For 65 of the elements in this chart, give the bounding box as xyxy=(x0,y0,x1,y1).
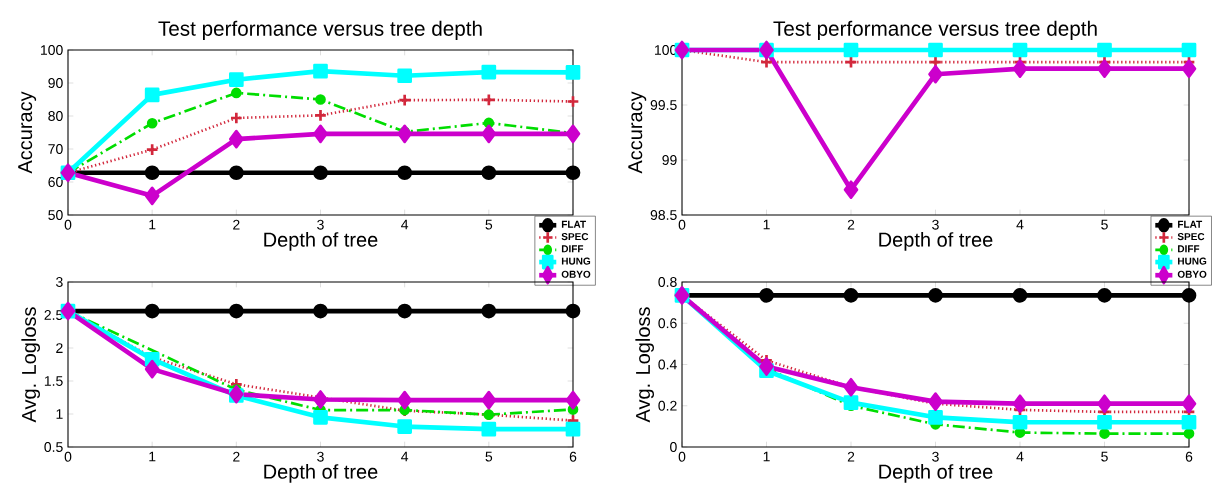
x-axis-title: Depth of tree xyxy=(879,464,993,483)
y-tick-label: 0.4 xyxy=(658,359,677,370)
y-tick-label: 0.5 xyxy=(44,442,63,452)
x-tick-label: 6 xyxy=(569,451,577,462)
y-axis-title: Avg. Logloss xyxy=(635,307,654,423)
x-tick-label: 1 xyxy=(763,219,770,230)
x-tick-label: 2 xyxy=(233,219,240,230)
x-axis-title: Depth of tree xyxy=(264,464,378,483)
x-tick-label: 2 xyxy=(847,451,855,462)
legend-label: SPEC xyxy=(561,233,589,241)
legend-label: SPEC xyxy=(1177,233,1205,241)
y-tick-label: 0 xyxy=(670,442,677,452)
legend-label: FLAT xyxy=(561,220,586,228)
y-axis-title: Avg. Logloss xyxy=(21,307,40,423)
legend-label: HUNG xyxy=(1178,257,1207,265)
y-axis-title: Accuracy xyxy=(18,91,37,174)
x-tick-label: 2 xyxy=(233,451,240,462)
y-tick-label: 1 xyxy=(56,409,63,419)
x-tick-label: 0 xyxy=(64,219,72,230)
x-tick-label: 2 xyxy=(847,219,855,230)
x-axis-title: Depth of tree xyxy=(264,232,378,251)
x-tick-label: 3 xyxy=(317,219,324,230)
x-tick-label: 5 xyxy=(1101,451,1108,462)
y-axis-title: Accuracy xyxy=(628,91,647,174)
y-tick-label: 60 xyxy=(48,177,63,187)
x-tick-label: 0 xyxy=(678,451,686,462)
x-tick-label: 3 xyxy=(932,219,939,230)
y-tick-label: 90 xyxy=(48,78,63,88)
y-tick-label: 1.5 xyxy=(44,376,63,386)
x-tick-label: 6 xyxy=(1185,451,1193,462)
y-tick-label: 99.5 xyxy=(650,100,677,110)
chart-title: Test performance versus tree depth xyxy=(158,20,482,40)
x-tick-label: 3 xyxy=(932,451,939,462)
y-tick-label: 99 xyxy=(662,155,677,165)
y-tick-label: 98.5 xyxy=(650,210,677,220)
y-tick-label: 0.2 xyxy=(658,400,677,411)
legend-label: OBYO xyxy=(1177,270,1207,278)
x-tick-label: 5 xyxy=(485,219,493,230)
legend-label: DIFF xyxy=(1178,245,1200,253)
x-tick-label: 0 xyxy=(678,219,686,230)
x-tick-label: 1 xyxy=(763,451,770,462)
y-tick-label: 3 xyxy=(56,277,63,287)
legend-label: HUNG xyxy=(561,257,591,265)
x-tick-label: 4 xyxy=(1016,451,1024,462)
y-tick-label: 0.6 xyxy=(658,318,677,329)
legend-label: OBYO xyxy=(561,270,591,278)
x-tick-label: 4 xyxy=(401,219,409,230)
y-tick-label: 70 xyxy=(48,144,63,154)
y-tick-label: 50 xyxy=(48,210,63,220)
x-tick-label: 4 xyxy=(401,451,409,462)
x-tick-label: 1 xyxy=(149,451,156,462)
x-tick-label: 5 xyxy=(1101,219,1108,230)
x-tick-label: 4 xyxy=(1016,219,1024,230)
legend-label: DIFF xyxy=(561,245,584,253)
y-tick-label: 100 xyxy=(41,45,63,55)
x-axis-title: Depth of tree xyxy=(879,232,993,251)
x-tick-label: 3 xyxy=(317,451,324,462)
x-tick-label: 1 xyxy=(149,219,156,230)
y-tick-label: 2 xyxy=(56,343,63,353)
y-tick-label: 0.8 xyxy=(658,277,677,287)
chart-title: Test performance versus tree depth xyxy=(773,20,1097,40)
x-tick-label: 0 xyxy=(64,451,72,462)
legend-label: FLAT xyxy=(1178,220,1203,228)
x-tick-label: 5 xyxy=(485,451,493,462)
y-tick-label: 80 xyxy=(48,111,63,121)
